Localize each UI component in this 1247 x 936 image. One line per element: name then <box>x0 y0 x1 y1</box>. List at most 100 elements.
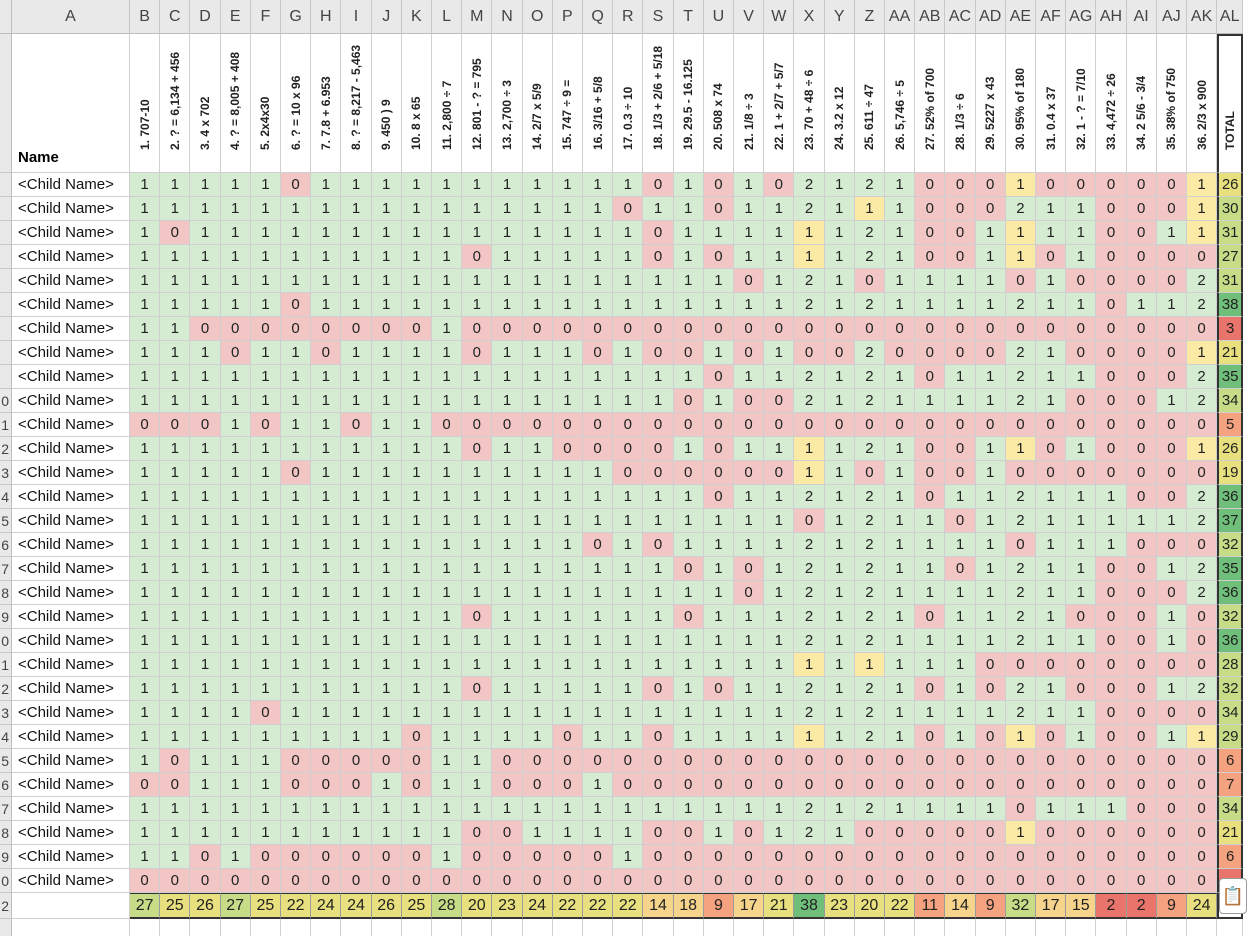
score-cell[interactable]: 1 <box>643 653 674 677</box>
score-cell[interactable]: 0 <box>1187 749 1218 773</box>
score-cell[interactable]: 1 <box>915 509 946 533</box>
score-cell[interactable]: 1 <box>885 605 916 629</box>
score-cell[interactable]: 1 <box>281 437 312 461</box>
empty-cell[interactable] <box>854 919 885 936</box>
score-cell[interactable]: 1 <box>432 845 463 869</box>
student-total-cell[interactable]: 29 <box>1217 725 1244 749</box>
score-cell[interactable]: 2 <box>1005 341 1036 365</box>
score-cell[interactable]: 1 <box>613 389 644 413</box>
score-cell[interactable]: 0 <box>975 773 1006 797</box>
score-cell[interactable]: 2 <box>794 197 825 221</box>
score-cell[interactable]: 0 <box>643 221 674 245</box>
student-total-cell[interactable]: 21 <box>1217 341 1244 365</box>
score-cell[interactable]: 0 <box>673 821 704 845</box>
score-cell[interactable]: 1 <box>281 797 312 821</box>
column-header-ai[interactable]: AI <box>1126 0 1157 34</box>
score-cell[interactable]: 1 <box>885 269 916 293</box>
score-cell[interactable]: 1 <box>371 389 402 413</box>
score-cell[interactable]: 1 <box>885 557 916 581</box>
score-cell[interactable]: 1 <box>250 725 281 749</box>
score-cell[interactable]: 0 <box>734 317 765 341</box>
score-cell[interactable]: 1 <box>583 797 614 821</box>
empty-cell[interactable] <box>885 919 916 936</box>
score-cell[interactable]: 0 <box>794 509 825 533</box>
score-cell[interactable]: 1 <box>522 461 553 485</box>
question-header[interactable]: 12. 801 - ? = 795 <box>462 34 493 173</box>
question-header[interactable]: 19. 29.5 - 16.125 <box>673 34 704 173</box>
score-cell[interactable]: 0 <box>1036 821 1067 845</box>
score-cell[interactable]: 0 <box>462 437 493 461</box>
score-cell[interactable]: 1 <box>160 365 191 389</box>
score-cell[interactable]: 0 <box>522 773 553 797</box>
score-cell[interactable]: 1 <box>250 653 281 677</box>
score-cell[interactable]: 1 <box>885 389 916 413</box>
score-cell[interactable]: 1 <box>734 605 765 629</box>
score-cell[interactable]: 0 <box>854 869 885 893</box>
score-cell[interactable]: 0 <box>250 317 281 341</box>
score-cell[interactable]: 1 <box>522 245 553 269</box>
score-cell[interactable]: 2 <box>1187 389 1218 413</box>
score-cell[interactable]: 1 <box>734 677 765 701</box>
score-cell[interactable]: 1 <box>613 653 644 677</box>
score-cell[interactable]: 1 <box>1066 581 1097 605</box>
score-cell[interactable]: 1 <box>1126 509 1157 533</box>
score-cell[interactable]: 0 <box>975 173 1006 197</box>
score-cell[interactable]: 1 <box>824 197 855 221</box>
question-header[interactable]: 11. 2,800 ÷ 7 <box>432 34 463 173</box>
score-cell[interactable]: 0 <box>945 245 976 269</box>
score-cell[interactable]: 0 <box>703 197 734 221</box>
score-cell[interactable]: 1 <box>220 533 251 557</box>
score-cell[interactable]: 1 <box>311 509 342 533</box>
score-cell[interactable]: 0 <box>1187 317 1218 341</box>
score-cell[interactable]: 0 <box>1096 725 1127 749</box>
score-cell[interactable]: 2 <box>794 269 825 293</box>
score-cell[interactable]: 0 <box>1156 653 1187 677</box>
score-cell[interactable]: 1 <box>401 821 432 845</box>
score-cell[interactable]: 2 <box>794 293 825 317</box>
score-cell[interactable]: 1 <box>311 245 342 269</box>
score-cell[interactable]: 1 <box>915 629 946 653</box>
score-cell[interactable]: 0 <box>945 509 976 533</box>
score-cell[interactable]: 0 <box>1096 293 1127 317</box>
score-cell[interactable]: 1 <box>311 797 342 821</box>
question-header[interactable]: 10. 8 x 65 <box>401 34 432 173</box>
score-cell[interactable]: 1 <box>311 437 342 461</box>
column-header-ag[interactable]: AG <box>1066 0 1097 34</box>
score-cell[interactable]: 1 <box>130 485 161 509</box>
score-cell[interactable]: 0 <box>734 749 765 773</box>
score-cell[interactable]: 0 <box>583 869 614 893</box>
score-cell[interactable]: 1 <box>794 725 825 749</box>
score-cell[interactable]: 1 <box>160 821 191 845</box>
score-cell[interactable]: 0 <box>915 197 946 221</box>
score-cell[interactable]: 0 <box>734 389 765 413</box>
score-cell[interactable]: 0 <box>1036 845 1067 869</box>
score-cell[interactable]: 1 <box>492 293 523 317</box>
score-cell[interactable]: 0 <box>1096 677 1127 701</box>
score-cell[interactable]: 1 <box>1187 173 1218 197</box>
column-header-al[interactable]: AL <box>1217 0 1244 34</box>
score-cell[interactable]: 0 <box>1156 533 1187 557</box>
score-cell[interactable]: 1 <box>945 725 976 749</box>
score-cell[interactable]: 0 <box>673 461 704 485</box>
score-cell[interactable]: 1 <box>643 293 674 317</box>
score-cell[interactable]: 1 <box>462 221 493 245</box>
score-cell[interactable]: 1 <box>824 221 855 245</box>
empty-cell[interactable] <box>160 919 191 936</box>
score-cell[interactable]: 1 <box>160 173 191 197</box>
score-cell[interactable]: 1 <box>522 293 553 317</box>
score-cell[interactable]: 1 <box>975 461 1006 485</box>
totals-row-label[interactable] <box>12 893 130 919</box>
score-cell[interactable]: 0 <box>885 821 916 845</box>
score-cell[interactable]: 0 <box>1187 797 1218 821</box>
score-cell[interactable]: 1 <box>462 653 493 677</box>
student-name-cell[interactable]: <Child Name> <box>12 245 130 269</box>
score-cell[interactable]: 1 <box>1036 605 1067 629</box>
score-cell[interactable]: 1 <box>130 173 161 197</box>
score-cell[interactable]: 0 <box>945 341 976 365</box>
row-header[interactable]: 8 <box>0 581 12 605</box>
score-cell[interactable]: 0 <box>492 317 523 341</box>
score-cell[interactable]: 0 <box>1126 245 1157 269</box>
score-cell[interactable]: 1 <box>160 797 191 821</box>
score-cell[interactable]: 0 <box>915 437 946 461</box>
score-cell[interactable]: 1 <box>130 725 161 749</box>
